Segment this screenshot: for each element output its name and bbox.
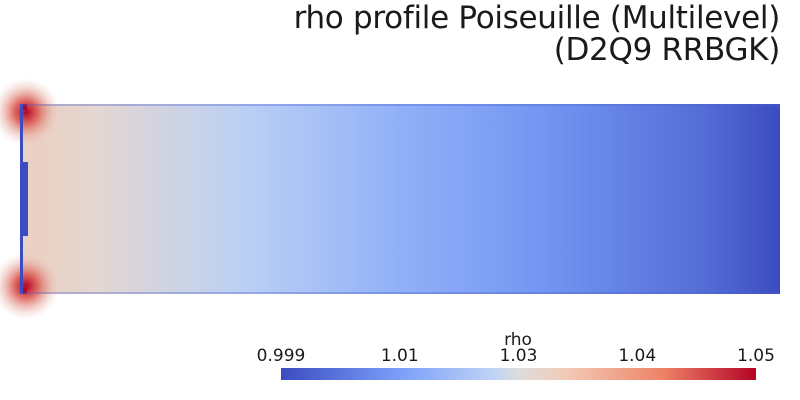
inlet-strip: [20, 162, 28, 236]
colorbar-tick-label: 1.03: [499, 346, 538, 366]
colorbar-tick-label: 1.01: [380, 346, 419, 366]
colorbar-tick-label: 1.05: [737, 346, 775, 366]
bottom-wall: [20, 292, 780, 294]
corner-cell-bottom: [23, 288, 27, 294]
colorbar: [281, 368, 756, 380]
rho-field: [20, 104, 780, 294]
top-wall: [20, 104, 780, 106]
colorbar-tick-label: 0.999: [256, 346, 306, 366]
corner-hotspot-top: [0, 78, 60, 146]
chart-title: rho profile Poiseuille (Multilevel) (D2Q…: [293, 0, 781, 68]
colorbar-title: rho: [504, 330, 532, 350]
title-line-1: rho profile Poiseuille (Multilevel): [293, 0, 781, 36]
corner-hotspot-bottom: [0, 252, 60, 320]
colorbar-tick-label: 1.04: [618, 346, 657, 366]
corner-cell-top: [23, 104, 27, 110]
title-line-2: (D2Q9 RRBGK): [553, 32, 781, 68]
